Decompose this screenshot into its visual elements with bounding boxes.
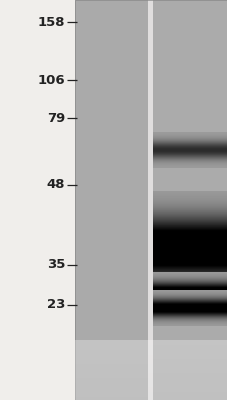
Bar (0, 0, 75, 400)
Text: 158: 158 (37, 16, 65, 28)
Text: 35: 35 (46, 258, 65, 272)
Text: 23: 23 (46, 298, 65, 312)
Bar (152, 0, 227, 400)
Bar (75, 0, 147, 400)
Bar (147, 0, 152, 400)
Text: 106: 106 (37, 74, 65, 86)
Text: 79: 79 (47, 112, 65, 124)
Bar (75, 0, 227, 400)
Text: 48: 48 (46, 178, 65, 192)
